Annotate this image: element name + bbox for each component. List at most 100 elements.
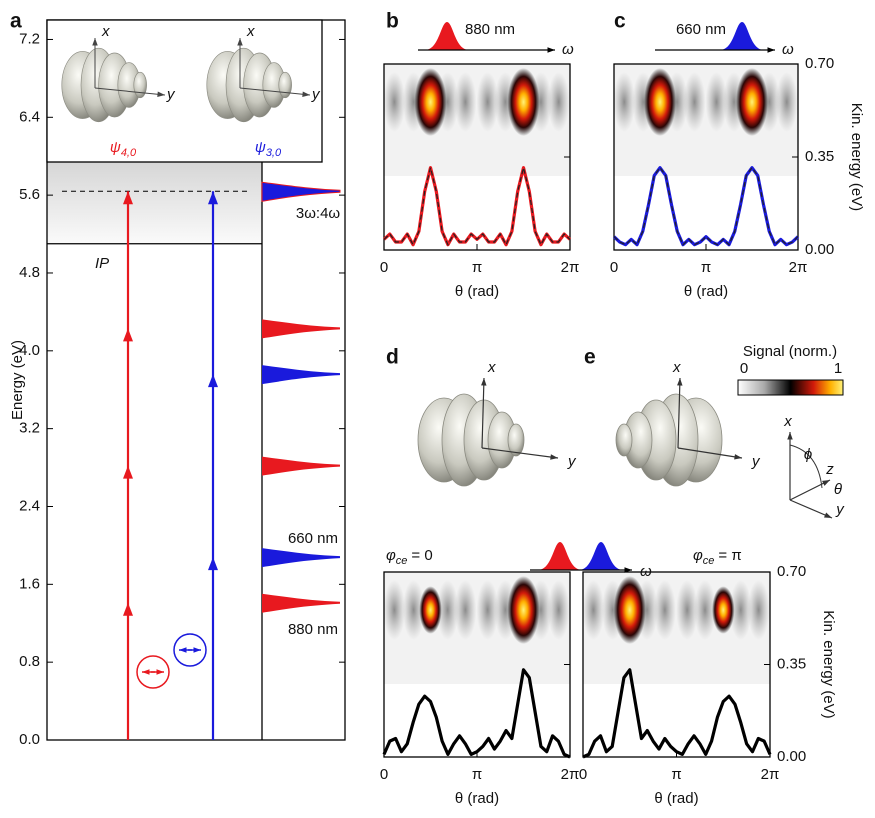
x-axis-label: θ (rad) [654, 790, 698, 807]
arrow-head [156, 669, 164, 675]
heatmap-lobe [402, 580, 425, 640]
x-tick-label: 2π [761, 766, 780, 783]
polarization [173, 633, 207, 667]
data-line [382, 166, 572, 247]
arrow-head [677, 378, 683, 386]
subscript: ce [703, 555, 715, 567]
y-axis-label: Energy (eV) [9, 340, 26, 420]
y-tick-label: 7.2 [19, 30, 40, 47]
symbol: φ [693, 547, 703, 564]
arrow-head [179, 647, 187, 653]
axis-label: x [487, 359, 496, 376]
arrow-head [787, 432, 793, 440]
x-tick-label: π [472, 259, 482, 276]
x-tick-label: π [671, 766, 681, 783]
orbital-lobe [133, 71, 147, 99]
y-tick-label: 0.70 [805, 55, 834, 72]
y-tick-label: 1.6 [19, 575, 40, 592]
polarization [136, 655, 170, 689]
colorbar-tick-label: 1 [834, 360, 842, 377]
heatmap-peak [507, 576, 540, 644]
heatmap-lobe [383, 580, 406, 640]
series-label: 880 nm [288, 621, 338, 638]
pulse-shape [538, 542, 582, 570]
panel-label: b [386, 10, 399, 33]
spectral-peak [262, 365, 340, 385]
arrow-head [550, 454, 558, 460]
symbol-label: ψ4,0 [110, 139, 137, 159]
x-tick-label: 0 [380, 259, 388, 276]
pulse-label: 660 nm [676, 21, 726, 38]
heatmap-lobe [729, 580, 752, 640]
axis-label: y [166, 86, 176, 103]
x-tick-label: 0 [380, 766, 388, 783]
x-axis-label: θ (rad) [455, 283, 499, 300]
heatmap-peak [613, 576, 646, 644]
arrow-head [767, 47, 775, 53]
heatmap-lobe [694, 580, 717, 640]
y-tick-label: 0.8 [19, 653, 40, 670]
arrow-head [734, 454, 742, 460]
arrow-head [822, 480, 830, 486]
symbol: ψ [110, 139, 121, 156]
symbol: φ [386, 547, 396, 564]
frame-label: y [835, 501, 845, 518]
arrow-head [237, 38, 243, 46]
heatmap-lobe [454, 580, 477, 640]
pulse-shape [425, 22, 469, 50]
orbital-lobe [615, 423, 633, 457]
x-tick-label: π [472, 766, 482, 783]
y-tick-label: 0.00 [805, 241, 834, 258]
annotation-text: = 0 [411, 547, 432, 564]
heatmap-lobe [476, 72, 499, 132]
heatmap-peak [507, 68, 540, 136]
axis-label: x [246, 23, 255, 40]
colorbar-label: Signal (norm.) [743, 343, 837, 360]
heatmap-lobe [476, 580, 499, 640]
photon-head [208, 191, 218, 205]
symbol-label: φce = π [693, 547, 742, 567]
frame-label: z [825, 461, 834, 478]
frame-label: θ [834, 481, 842, 498]
heatmap-peak [712, 586, 735, 634]
axis-label: x [672, 359, 681, 376]
pulse-shape [720, 22, 764, 50]
y-tick-label: 2.4 [19, 497, 40, 514]
heatmap-lobe [547, 580, 570, 640]
symbol: ψ [255, 139, 266, 156]
heatmap-lobe [653, 580, 676, 640]
photon-head [123, 602, 133, 616]
x-tick-label: 2π [561, 766, 580, 783]
orbital-lobe [278, 71, 292, 99]
heatmap-lobe [582, 580, 605, 640]
orbital [417, 393, 525, 487]
panel-label: c [614, 10, 626, 33]
colorbar-tick-label: 0 [740, 360, 748, 377]
y-tick-label: 5.6 [19, 186, 40, 203]
omega: ω [640, 563, 652, 580]
y-axis-label: Kin. energy (eV) [848, 103, 865, 211]
axis-arrow [481, 377, 485, 449]
heatmap-lobe [747, 580, 770, 640]
x-tick-label: 2π [561, 259, 580, 276]
subscript: ce [396, 555, 408, 567]
orbital [206, 47, 292, 123]
y-tick-label: 0.35 [805, 148, 834, 165]
ip-label: IP [95, 255, 109, 272]
annotation-text: = π [718, 547, 741, 564]
data-line [382, 668, 571, 759]
x-axis-label: θ (rad) [455, 790, 499, 807]
photon-head [208, 557, 218, 571]
axis-arrow [481, 447, 559, 459]
orbital-lobe [507, 423, 525, 457]
heatmap-lobe [613, 72, 636, 132]
axis-arrow [677, 377, 681, 449]
heatmap-peak [736, 68, 768, 136]
axis-label: y [567, 453, 577, 470]
harmonic-label: 3ω:4ω [296, 205, 341, 222]
spectral-peak [262, 456, 340, 476]
y-axis-label: Kin. energy (eV) [820, 610, 837, 718]
colorbar [737, 379, 844, 396]
data-line [612, 166, 800, 247]
heatmap-peak [419, 586, 442, 634]
